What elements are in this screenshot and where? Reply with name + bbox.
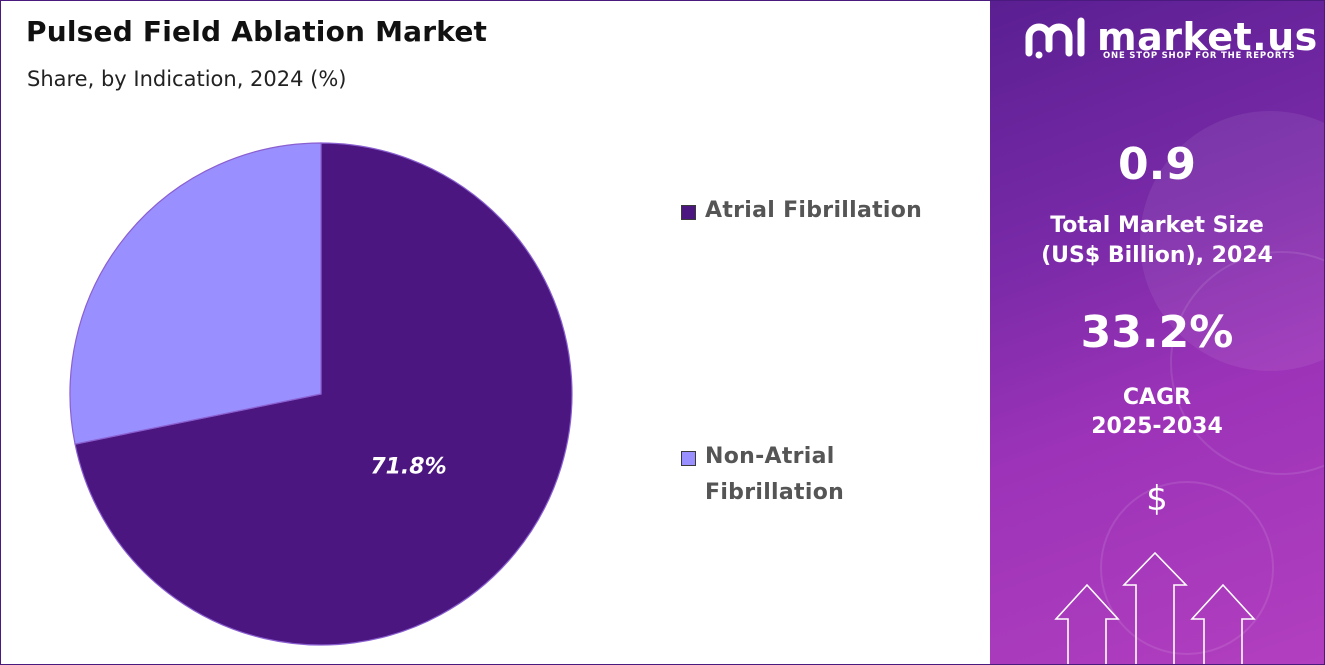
legend-item-atrial-fibrillation: Atrial Fibrillation <box>681 198 922 229</box>
legend-item-non-atrial-fibrillation: Non-Atrial Fibrillation <box>681 444 844 511</box>
pie-chart: 71.8% <box>69 142 573 646</box>
legend-label-line-1: Non-Atrial <box>705 444 835 469</box>
dollar-icon: $ <box>1146 479 1168 519</box>
legend-label-non-atrial-fibrillation: Non-Atrial Fibrillation <box>705 439 844 511</box>
cagr-label-line-1: CAGR <box>1122 385 1192 410</box>
pie-slice-atrial-fibrillation <box>74 142 573 646</box>
legend-swatch-non-atrial-fibrillation <box>681 451 696 466</box>
chart-panel: Pulsed Field Ablation Market Share, by I… <box>1 1 989 664</box>
brand-tagline: ONE STOP SHOP FOR THE REPORTS <box>1103 51 1296 61</box>
market-size-label-line-2: (US$ Billion), 2024 <box>1041 243 1273 268</box>
pie-slice-non-atrial-fibrillation <box>69 142 322 445</box>
summary-panel: market.us ONE STOP SHOP FOR THE REPORTS … <box>990 1 1324 664</box>
cagr-label-line-2: 2025-2034 <box>1091 414 1223 439</box>
legend-swatch-atrial-fibrillation <box>681 205 696 220</box>
growth-arrow-icon <box>1054 551 1256 664</box>
brand-name: market.us <box>1097 15 1318 59</box>
brand-logo: market.us <box>1025 15 1318 59</box>
legend-label-line-2: Fibrillation <box>705 480 845 505</box>
market-size-label-line-1: Total Market Size <box>1050 213 1264 238</box>
market-us-logo-icon <box>1025 17 1085 59</box>
legend-label-atrial-fibrillation: Atrial Fibrillation <box>705 198 923 223</box>
background-ring <box>1100 481 1274 655</box>
pie-data-label: 71.8% <box>370 454 446 479</box>
market-size-value: 0.9 <box>1118 139 1196 190</box>
chart-subtitle: Share, by Indication, 2024 (%) <box>27 67 347 91</box>
chart-title: Pulsed Field Ablation Market <box>26 15 488 48</box>
cagr-value: 33.2% <box>1080 307 1234 358</box>
